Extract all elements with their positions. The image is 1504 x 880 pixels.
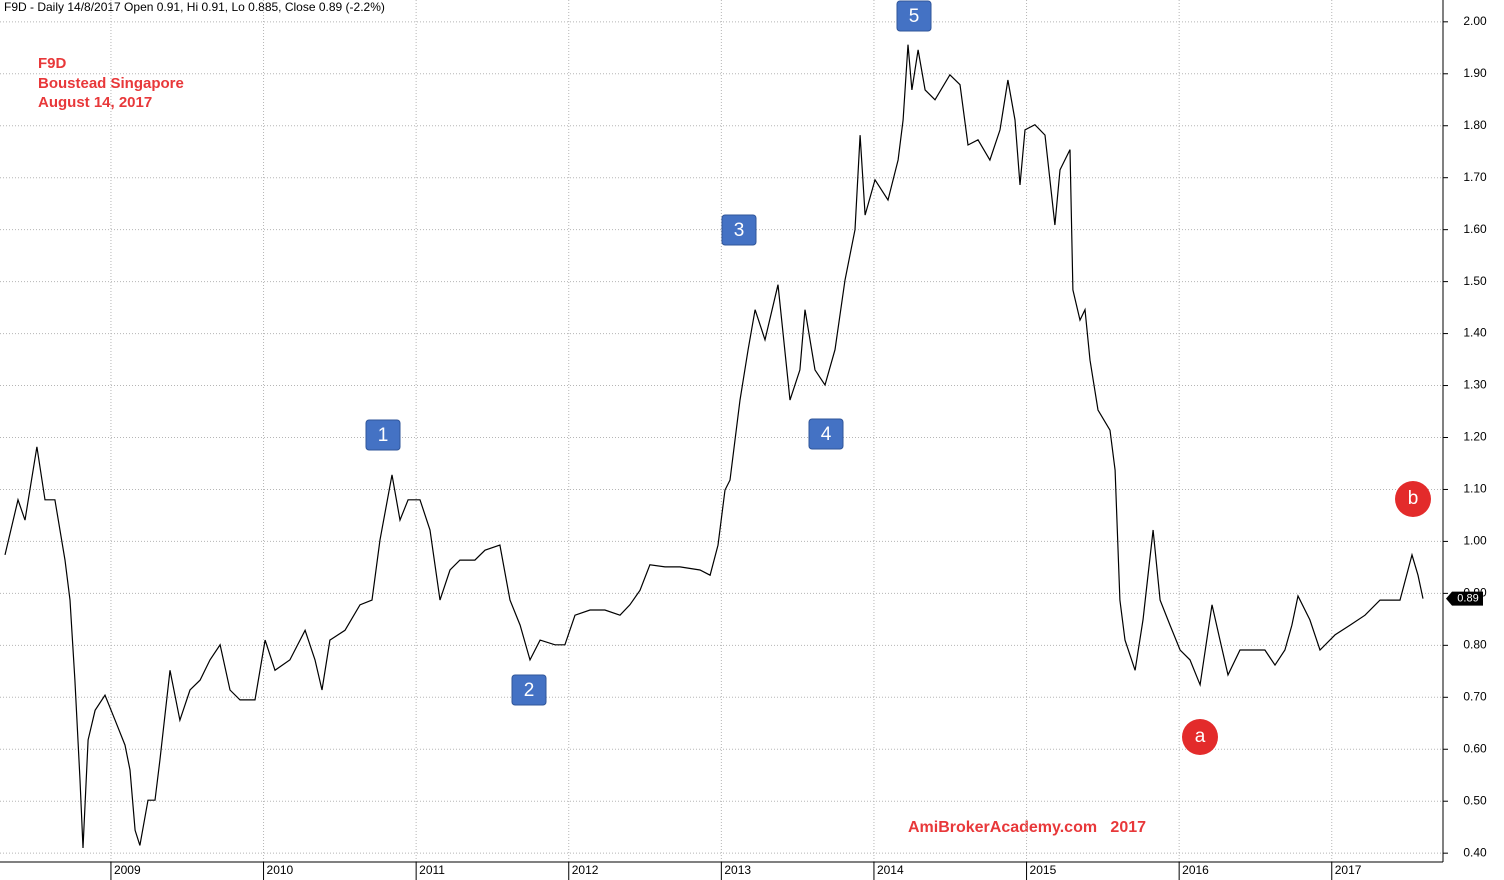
correction-circle <box>1395 481 1431 517</box>
y-tick-label: 0.40 <box>1463 845 1487 859</box>
y-tick-label: 0.80 <box>1463 638 1487 652</box>
chart-header: F9D - Daily 14/8/2017 Open 0.91, Hi 0.91… <box>4 0 385 14</box>
y-tick-label: 1.70 <box>1463 170 1487 184</box>
x-tick-label: 2010 <box>267 863 294 877</box>
last-price-label: 0.89 <box>1457 592 1478 604</box>
wave-label: 5 <box>909 6 920 27</box>
chart-title: F9D <box>38 55 67 72</box>
x-tick-label: 2009 <box>114 863 141 877</box>
wave-label: 3 <box>734 220 745 241</box>
correction-label: a <box>1195 726 1206 747</box>
y-tick-label: 0.70 <box>1463 689 1487 703</box>
y-tick-label: 1.10 <box>1463 482 1487 496</box>
wave-box <box>365 419 401 451</box>
y-tick-label: 1.20 <box>1463 430 1487 444</box>
x-tick-label: 2011 <box>419 863 445 877</box>
y-tick-label: 1.40 <box>1463 326 1487 340</box>
watermark: AmiBrokerAcademy.com 2017 <box>908 819 1146 836</box>
wave-label: 4 <box>821 424 832 445</box>
price-line <box>4 44 1424 849</box>
wave-box <box>808 418 844 450</box>
y-tick-label: 1.50 <box>1463 274 1487 288</box>
y-tick-label: 1.90 <box>1463 66 1487 80</box>
y-tick-label: 1.60 <box>1463 222 1487 236</box>
wave-box <box>511 674 547 706</box>
y-tick-label: 2.00 <box>1463 14 1487 28</box>
y-tick-label: 1.30 <box>1463 378 1487 392</box>
wave-box <box>721 214 757 246</box>
last-price-tag <box>1446 591 1483 606</box>
y-tick-label: 0.60 <box>1463 741 1487 755</box>
wave-box <box>896 0 932 32</box>
x-tick-label: 2017 <box>1335 863 1362 877</box>
chart-title: Boustead Singapore <box>38 75 184 92</box>
x-tick-label: 2014 <box>877 863 904 877</box>
x-tick-label: 2013 <box>724 863 751 877</box>
x-tick-label: 2015 <box>1030 863 1057 877</box>
y-tick-label: 0.50 <box>1463 793 1487 807</box>
wave-label: 2 <box>524 680 535 701</box>
chart-title: August 14, 2017 <box>38 94 152 111</box>
correction-circle <box>1182 719 1218 755</box>
y-tick-label: 1.00 <box>1463 534 1487 548</box>
x-tick-label: 2016 <box>1182 863 1209 877</box>
y-tick-label: 1.80 <box>1463 118 1487 132</box>
wave-label: 1 <box>378 425 389 446</box>
correction-label: b <box>1408 488 1419 509</box>
x-tick-label: 2012 <box>572 863 599 877</box>
